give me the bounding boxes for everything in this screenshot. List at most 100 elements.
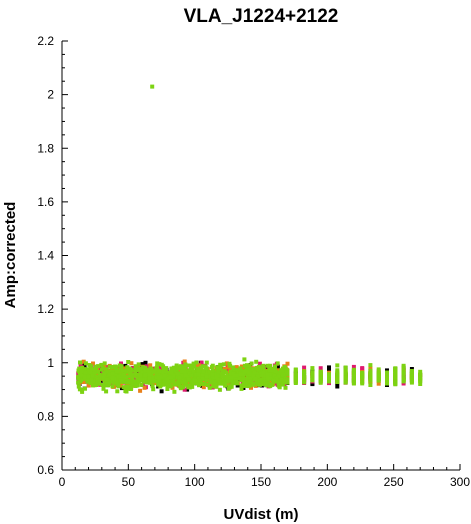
data-point (177, 375, 182, 380)
data-point (273, 369, 278, 374)
data-point (158, 384, 163, 389)
data-point (228, 371, 233, 376)
data-point (393, 375, 398, 380)
data-point (343, 375, 348, 380)
data-point (229, 378, 234, 383)
data-point (293, 367, 298, 372)
data-point (138, 369, 143, 374)
data-point (123, 389, 128, 393)
data-point (180, 380, 185, 385)
data-point (86, 383, 91, 388)
data-point (239, 372, 244, 377)
y-tick-label: 1 (47, 356, 54, 370)
data-point (143, 373, 148, 378)
data-point (152, 378, 157, 383)
data-point (147, 376, 152, 381)
data-point (174, 371, 179, 376)
data-point (94, 365, 98, 370)
data-point (285, 370, 290, 375)
data-point (176, 380, 181, 385)
data-point (263, 376, 268, 381)
data-point (86, 374, 91, 379)
data-point (118, 376, 123, 381)
data-point (90, 373, 95, 378)
data-point (318, 380, 323, 385)
data-point (234, 365, 239, 370)
data-point (393, 368, 398, 373)
data-point (191, 361, 196, 366)
data-point (81, 359, 86, 364)
data-point (196, 372, 201, 377)
data-point (133, 366, 138, 371)
data-point (368, 368, 373, 373)
data-point (112, 380, 117, 385)
data-point (376, 374, 381, 379)
data-point (368, 376, 373, 381)
data-point (145, 378, 150, 383)
data-point (115, 369, 119, 374)
data-point (165, 376, 170, 381)
data-point (78, 360, 82, 365)
data-point (118, 378, 123, 383)
data-point (91, 361, 95, 366)
data-point (221, 362, 226, 367)
data-point (401, 381, 406, 386)
data-point (385, 376, 389, 381)
data-point (186, 377, 191, 382)
data-point (134, 372, 139, 377)
data-point (227, 384, 232, 389)
data-point (136, 362, 141, 367)
data-point (121, 372, 126, 377)
data-point (76, 376, 81, 381)
data-point (157, 378, 162, 382)
data-point (237, 376, 242, 381)
data-point (247, 379, 252, 384)
data-point (218, 371, 223, 376)
data-point (275, 361, 280, 366)
data-point (385, 379, 389, 384)
data-point (360, 371, 365, 376)
data-point (163, 369, 168, 374)
data-point (155, 378, 159, 383)
data-point (138, 388, 143, 393)
data-point (143, 368, 148, 373)
data-point (169, 369, 174, 374)
data-point (215, 373, 220, 378)
data-point (335, 363, 340, 368)
data-point (418, 372, 423, 377)
x-tick-label: 100 (185, 475, 205, 489)
data-point (351, 368, 356, 373)
data-point (141, 365, 146, 370)
data-point (276, 381, 281, 386)
data-point (268, 384, 273, 389)
data-point (199, 360, 204, 365)
data-point (147, 371, 152, 376)
data-point (302, 365, 307, 370)
data-point (139, 382, 144, 387)
data-point (165, 383, 170, 388)
data-point (251, 374, 256, 379)
data-point (227, 361, 232, 366)
data-point (161, 367, 166, 371)
data-point (77, 370, 82, 374)
data-point (171, 373, 176, 378)
data-point (257, 382, 262, 387)
data-point (247, 383, 252, 388)
data-point (76, 384, 81, 389)
data-point (168, 384, 173, 389)
data-point (132, 379, 136, 384)
data-point (343, 373, 348, 377)
data-point (195, 381, 200, 386)
data-point (138, 373, 143, 378)
data-point (129, 387, 133, 391)
data-point (89, 377, 94, 382)
data-point (263, 382, 268, 387)
data-point (267, 368, 272, 373)
data-point (401, 371, 406, 375)
data-point (118, 383, 123, 388)
data-point (171, 379, 176, 384)
x-axis-label: UVdist (m) (224, 506, 299, 523)
data-point (251, 382, 256, 387)
data-point (201, 369, 206, 374)
data-point (121, 366, 126, 371)
